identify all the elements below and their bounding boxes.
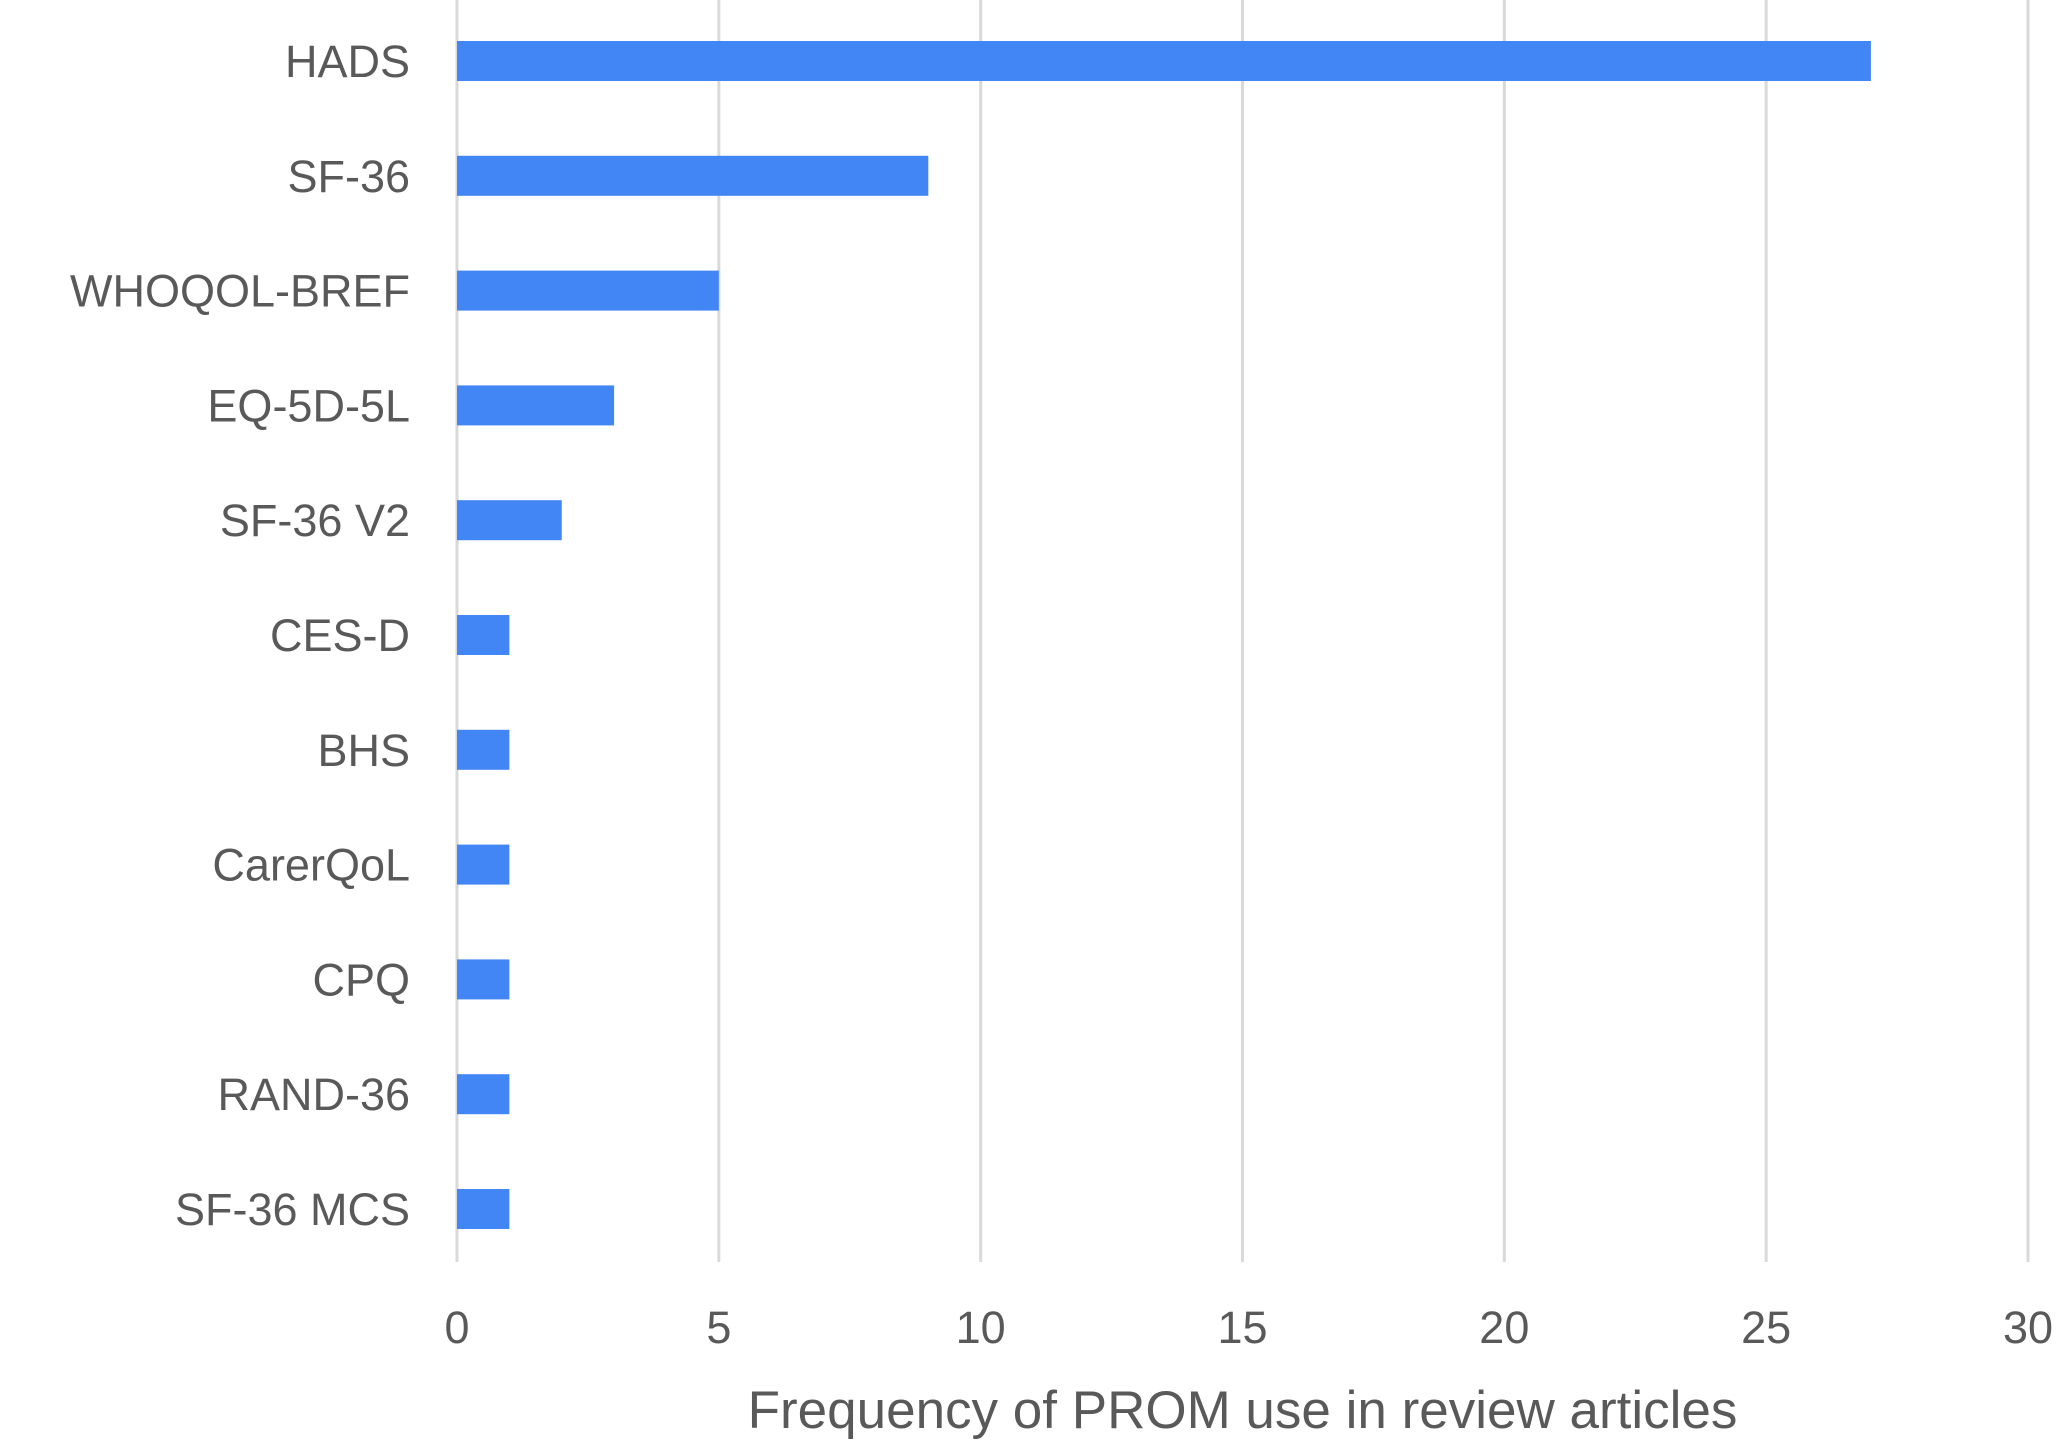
x-tick-label: 10 (956, 1302, 1006, 1353)
x-tick-label: 0 (444, 1302, 469, 1353)
bar-eq-5d-5l (457, 385, 614, 425)
x-axis-title: Frequency of PROM use in review articles (748, 1381, 1738, 1440)
bars (457, 41, 1871, 1229)
category-label: RAND-36 (217, 1069, 410, 1120)
x-tick-labels: 0 5 10 15 20 25 30 (444, 1302, 2053, 1353)
category-label: EQ-5D-5L (207, 380, 410, 431)
category-label: SF-36 (287, 151, 410, 202)
x-tick-label: 30 (2003, 1302, 2053, 1353)
category-label: WHOQOL-BREF (70, 266, 410, 317)
category-label: SF-36 V2 (220, 495, 410, 546)
x-tick-label: 5 (706, 1302, 731, 1353)
bar-hads (457, 41, 1871, 81)
x-tick-label: 25 (1741, 1302, 1791, 1353)
x-tick-label: 15 (1217, 1302, 1267, 1353)
category-label: CarerQoL (212, 840, 410, 891)
bar-sf-36-mcs (457, 1189, 509, 1229)
category-label: HADS (285, 36, 410, 87)
category-labels: HADS SF-36 WHOQOL-BREF EQ-5D-5L SF-36 V2 CES-… (70, 36, 410, 1235)
bar-carerqol (457, 845, 509, 885)
bar-cpq (457, 959, 509, 999)
bar-sf-36 (457, 156, 928, 196)
category-label: CES-D (270, 610, 410, 661)
x-tick-label: 20 (1479, 1302, 1529, 1353)
category-label: BHS (317, 725, 410, 776)
bar-ces-d (457, 615, 509, 655)
bar-whoqol-bref (457, 271, 719, 311)
bar-bhs (457, 730, 509, 770)
bar-sf-36-v2 (457, 500, 562, 540)
category-label: CPQ (312, 954, 410, 1005)
category-label: SF-36 MCS (175, 1184, 410, 1235)
bar-rand-36 (457, 1074, 509, 1114)
